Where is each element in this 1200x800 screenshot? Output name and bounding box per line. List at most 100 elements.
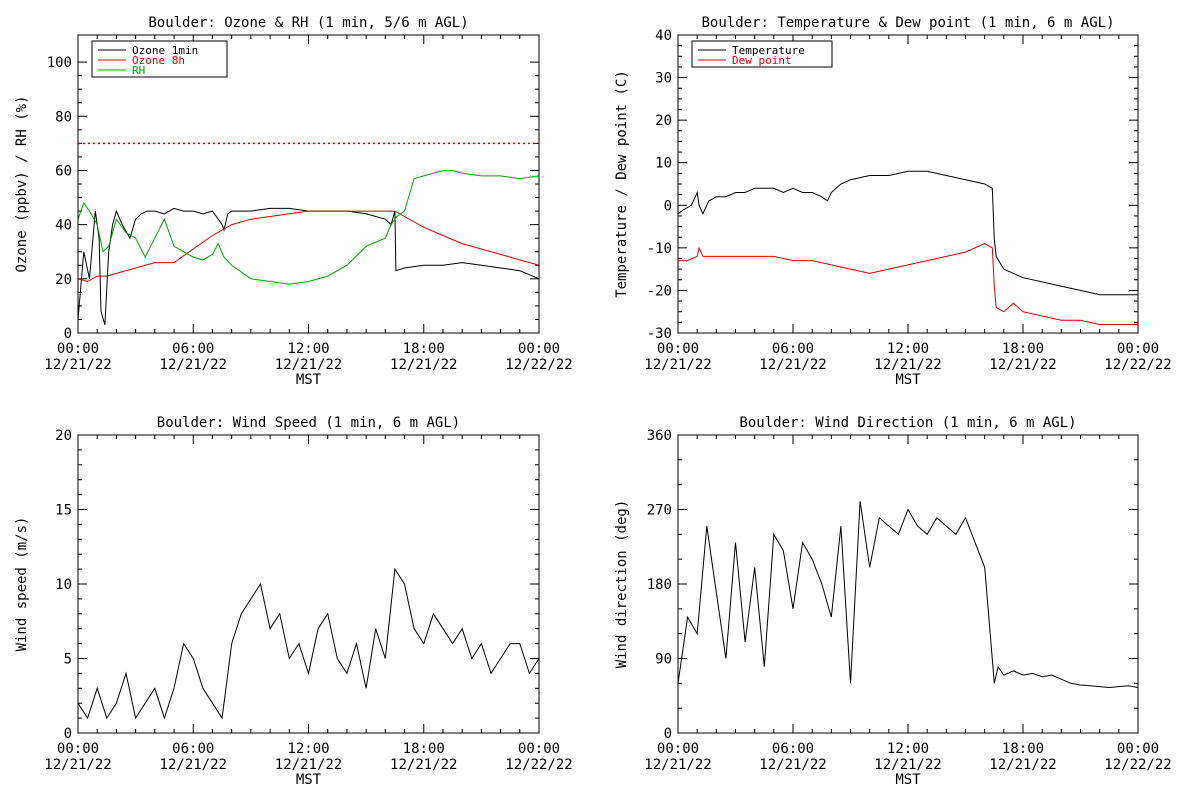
y-tick-label: 30: [655, 71, 672, 87]
y-tick-label: 0: [664, 198, 672, 214]
y-tick-label: -20: [647, 283, 672, 299]
plot-frame: [77, 434, 540, 734]
legend-label: Temperature: [732, 44, 805, 57]
y-tick-label: 5: [64, 652, 72, 668]
series-line-rh: [78, 170, 539, 285]
x-tick-time-label: 18:00: [1002, 741, 1044, 757]
y-axis-label: Wind direction (deg): [614, 500, 630, 669]
legend-label: Ozone 1min: [132, 44, 198, 57]
x-tick-time-label: 18:00: [1002, 341, 1044, 357]
y-tick-label: 15: [55, 503, 72, 519]
y-tick-label: 20: [55, 428, 72, 444]
x-tick-date-label: 12/21/22: [160, 757, 227, 773]
y-tick-label: 20: [55, 272, 72, 288]
y-tick-label: 20: [655, 113, 672, 129]
chart-panel-1: Boulder: Ozone & RH (1 min, 5/6 m AGL) 0 2…: [14, 15, 573, 388]
x-tick-time-label: 00:00: [1117, 741, 1159, 757]
x-tick-date-label: 12/21/22: [44, 757, 111, 773]
series-line-ozone-1min: [78, 207, 539, 326]
chart-panel-2: Boulder: Temperature & Dew point (1 min,…: [614, 15, 1172, 388]
x-tick-date-label: 12/22/22: [505, 757, 572, 773]
y-axis-label: Temperature / Dew point (C): [614, 70, 630, 298]
legend-label: RH: [132, 64, 145, 77]
legend-label: Ozone 8h: [132, 54, 185, 67]
chart-title: Boulder: Temperature & Dew point (1 min,…: [701, 15, 1114, 31]
x-tick-date-label: 12/21/22: [874, 757, 941, 773]
y-axis-label: Ozone (ppbv) / RH (%): [14, 95, 30, 272]
y-tick-label: 90: [655, 652, 672, 668]
x-tick-time-label: 00:00: [657, 741, 699, 757]
x-tick-time-label: 12:00: [887, 341, 929, 357]
x-axis-label: MST: [895, 372, 921, 388]
y-tick-label: 0: [64, 326, 72, 342]
x-tick-date-label: 12/22/22: [505, 357, 572, 373]
y-axis-label: Wind speed (m/s): [14, 517, 30, 652]
series-line-temperature: [678, 170, 1138, 296]
series-line-dew-point: [678, 243, 1138, 325]
x-tick-time-label: 06:00: [172, 741, 214, 757]
x-tick-date-label: 12/21/22: [759, 757, 826, 773]
y-tick-label: 10: [55, 577, 72, 593]
x-tick-date-label: 12/21/22: [275, 757, 342, 773]
y-tick-label: 0: [664, 726, 672, 742]
y-tick-label: -30: [647, 326, 672, 342]
x-tick-date-label: 12/21/22: [644, 357, 711, 373]
y-tick-label: 80: [55, 109, 72, 125]
legend-box: [91, 40, 228, 78]
x-axis-label: MST: [296, 772, 322, 788]
y-tick-label: 360: [647, 428, 672, 444]
plot-frame: [677, 434, 1139, 734]
series-line-ozone-8h: [78, 210, 539, 283]
x-axis-label: MST: [296, 372, 322, 388]
plot-frame: [77, 34, 540, 334]
y-tick-label: 10: [655, 156, 672, 172]
legend-label: Dew point: [732, 54, 792, 67]
x-tick-time-label: 12:00: [287, 341, 329, 357]
x-tick-time-label: 00:00: [518, 741, 560, 757]
y-tick-label: -10: [647, 241, 672, 257]
chart-title: Boulder: Ozone & RH (1 min, 5/6 m AGL): [148, 15, 468, 31]
series-line-data: [678, 501, 1138, 689]
y-tick-label: 270: [647, 503, 672, 519]
x-tick-date-label: 12/22/22: [1104, 357, 1171, 373]
chart-panel-4: Boulder: Wind Direction (1 min, 6 m AGL)…: [614, 415, 1172, 788]
chart-panel-3: Boulder: Wind Speed (1 min, 6 m AGL) 0 5 10…: [14, 415, 573, 788]
x-tick-date-label: 12/21/22: [989, 357, 1056, 373]
x-tick-time-label: 00:00: [57, 341, 99, 357]
y-tick-label: 180: [647, 577, 672, 593]
x-tick-time-label: 00:00: [57, 741, 99, 757]
chart-title: Boulder: Wind Speed (1 min, 6 m AGL): [157, 415, 460, 431]
y-tick-label: 40: [55, 218, 72, 234]
x-tick-time-label: 00:00: [657, 341, 699, 357]
x-tick-time-label: 12:00: [887, 741, 929, 757]
x-tick-date-label: 12/21/22: [874, 357, 941, 373]
x-tick-date-label: 12/21/22: [44, 357, 111, 373]
y-tick-label: 40: [655, 28, 672, 44]
x-tick-date-label: 12/21/22: [160, 357, 227, 373]
x-axis-label: MST: [895, 772, 921, 788]
x-tick-time-label: 06:00: [772, 741, 814, 757]
x-tick-date-label: 12/21/22: [644, 757, 711, 773]
y-tick-label: 100: [47, 55, 72, 71]
x-tick-date-label: 12/21/22: [759, 357, 826, 373]
x-tick-date-label: 12/22/22: [1104, 757, 1171, 773]
x-tick-time-label: 00:00: [518, 341, 560, 357]
x-tick-time-label: 12:00: [287, 741, 329, 757]
y-tick-label: 60: [55, 163, 72, 179]
x-tick-time-label: 00:00: [1117, 341, 1159, 357]
x-tick-time-label: 18:00: [403, 741, 445, 757]
chart-title: Boulder: Wind Direction (1 min, 6 m AGL): [739, 415, 1076, 431]
x-tick-time-label: 18:00: [403, 341, 445, 357]
x-tick-date-label: 12/21/22: [390, 757, 457, 773]
x-tick-time-label: 06:00: [172, 341, 214, 357]
y-tick-label: 0: [64, 726, 72, 742]
x-tick-date-label: 12/21/22: [390, 357, 457, 373]
series-line-data: [78, 567, 539, 720]
x-tick-time-label: 06:00: [772, 341, 814, 357]
x-tick-date-label: 12/21/22: [275, 357, 342, 373]
plot-frame: [677, 34, 1139, 334]
legend-box: [691, 40, 833, 68]
